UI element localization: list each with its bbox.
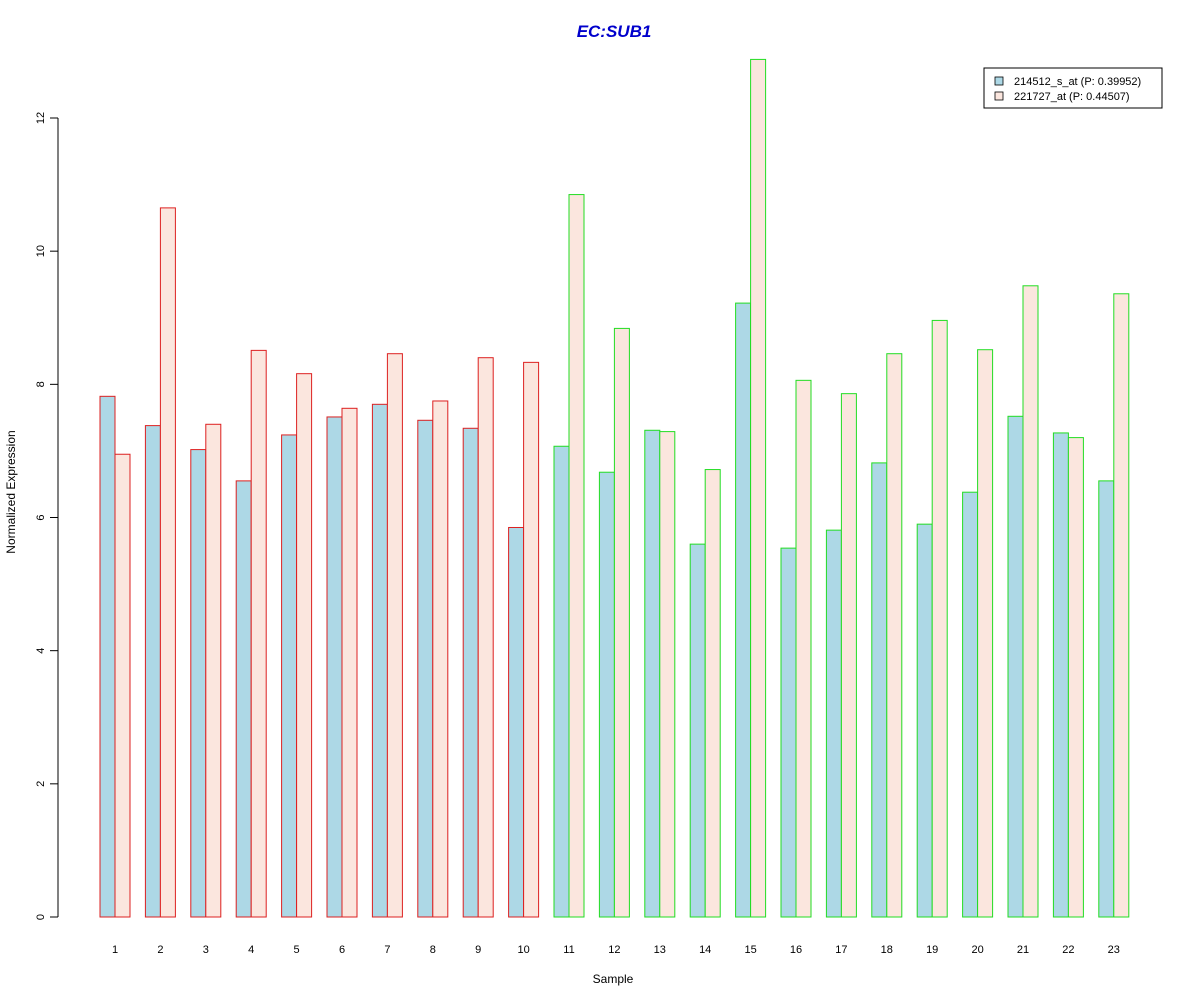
x-tick-label: 5 — [294, 944, 300, 956]
x-tick-label: 13 — [654, 944, 666, 956]
x-tick-label: 9 — [475, 944, 481, 956]
bar-sample-10-series-2 — [523, 361, 540, 918]
bar-sample-1-series-2 — [114, 453, 131, 918]
bar-sample-14-series-1 — [689, 543, 706, 918]
x-tick-label: 17 — [835, 944, 847, 956]
bar-sample-5-series-1 — [281, 434, 298, 918]
bar-sample-21-series-2 — [1022, 285, 1039, 918]
bar-sample-12-series-1 — [598, 471, 615, 918]
bar-sample-10-series-1 — [508, 526, 525, 918]
bar-sample-8-series-2 — [432, 400, 449, 918]
x-tick-label: 22 — [1062, 944, 1074, 956]
y-axis-label: Normalized Expression — [4, 430, 18, 553]
x-tick-label: 12 — [608, 944, 620, 956]
legend-label-series-1: 214512_s_at (P: 0.39952) — [1014, 76, 1141, 88]
bar-sample-16-series-1 — [780, 547, 797, 918]
x-tick-label: 14 — [699, 944, 711, 956]
bar-sample-18-series-2 — [886, 353, 903, 918]
x-tick-label: 4 — [248, 944, 254, 956]
bar-sample-15-series-2 — [750, 58, 767, 918]
legend-swatch-series-2 — [994, 91, 1004, 101]
x-tick-label: 10 — [517, 944, 529, 956]
bar-sample-9-series-2 — [477, 357, 494, 918]
bar-sample-18-series-1 — [871, 462, 888, 918]
bar-sample-17-series-2 — [840, 393, 857, 918]
y-tick-label: 2 — [35, 781, 47, 787]
x-tick-label: 19 — [926, 944, 938, 956]
bar-sample-6-series-1 — [326, 416, 343, 918]
x-tick-label: 11 — [563, 944, 574, 956]
y-axis: 0 2 4 6 8 10 12 — [35, 112, 59, 920]
bar-sample-20-series-1 — [962, 491, 979, 918]
x-tick-label: 21 — [1017, 944, 1029, 956]
bar-sample-7-series-1 — [371, 403, 388, 918]
y-tick-label: 4 — [35, 648, 47, 654]
bar-sample-12-series-2 — [613, 327, 630, 918]
bar-sample-15-series-1 — [735, 302, 752, 918]
bar-sample-4-series-2 — [250, 349, 267, 918]
x-tick-label: 20 — [971, 944, 983, 956]
bar-sample-3-series-2 — [205, 423, 222, 918]
legend: 214512_s_at (P: 0.39952) 221727_at (P: 0… — [983, 67, 1163, 109]
x-tick-label: 23 — [1108, 944, 1120, 956]
bar-sample-23-series-2 — [1113, 293, 1130, 918]
bar-sample-19-series-1 — [916, 523, 933, 918]
x-tick-label: 18 — [881, 944, 893, 956]
bar-sample-21-series-1 — [1007, 415, 1024, 918]
bar-sample-11-series-2 — [568, 194, 585, 918]
y-tick-label: 10 — [35, 245, 47, 257]
bar-sample-17-series-1 — [825, 529, 842, 918]
x-tick-label: 7 — [384, 944, 390, 956]
bar-sample-22-series-1 — [1052, 432, 1069, 918]
y-tick-label: 0 — [35, 914, 47, 920]
chart-title: EC:SUB1 — [577, 22, 652, 41]
bar-sample-16-series-2 — [795, 379, 812, 918]
x-tick-label: 15 — [744, 944, 756, 956]
x-tick-label: 3 — [203, 944, 209, 956]
x-tick-label: 2 — [157, 944, 163, 956]
bar-sample-4-series-1 — [235, 480, 252, 918]
x-tick-label: 16 — [790, 944, 802, 956]
bar-sample-13-series-2 — [659, 431, 676, 918]
bar-sample-3-series-1 — [190, 449, 207, 918]
bar-sample-22-series-2 — [1067, 437, 1084, 918]
x-axis-label: Sample — [593, 972, 634, 986]
bar-sample-8-series-1 — [417, 419, 434, 918]
bar-sample-2-series-1 — [144, 425, 161, 918]
legend-swatch-series-1 — [994, 76, 1004, 86]
bar-sample-9-series-1 — [462, 427, 479, 918]
legend-label-series-2: 221727_at (P: 0.44507) — [1014, 91, 1130, 103]
x-tick-labels: 1 2 3 4 5 6 7 8 9 10 11 12 13 14 15 16 17 18 19 20 21 22 23 — [112, 944, 1120, 956]
x-tick-label: 8 — [430, 944, 436, 956]
bar-sample-23-series-1 — [1098, 480, 1115, 918]
x-tick-label: 6 — [339, 944, 345, 956]
y-tick-label: 6 — [35, 514, 47, 520]
bar-sample-1-series-1 — [99, 395, 116, 918]
bar-sample-14-series-2 — [704, 469, 721, 918]
bar-sample-2-series-2 — [159, 207, 176, 918]
bar-sample-5-series-2 — [296, 373, 313, 918]
y-tick-label: 12 — [35, 112, 47, 124]
bar-sample-13-series-1 — [644, 429, 661, 918]
bar-sample-11-series-1 — [553, 445, 570, 918]
bars — [99, 58, 1130, 918]
y-tick-label: 8 — [35, 381, 47, 387]
bar-sample-20-series-2 — [977, 349, 994, 918]
bar-sample-7-series-2 — [386, 353, 403, 918]
bar-sample-6-series-2 — [341, 407, 358, 918]
bar-sample-19-series-2 — [931, 319, 948, 918]
legend-box — [983, 67, 1163, 109]
x-tick-label: 1 — [112, 944, 118, 956]
